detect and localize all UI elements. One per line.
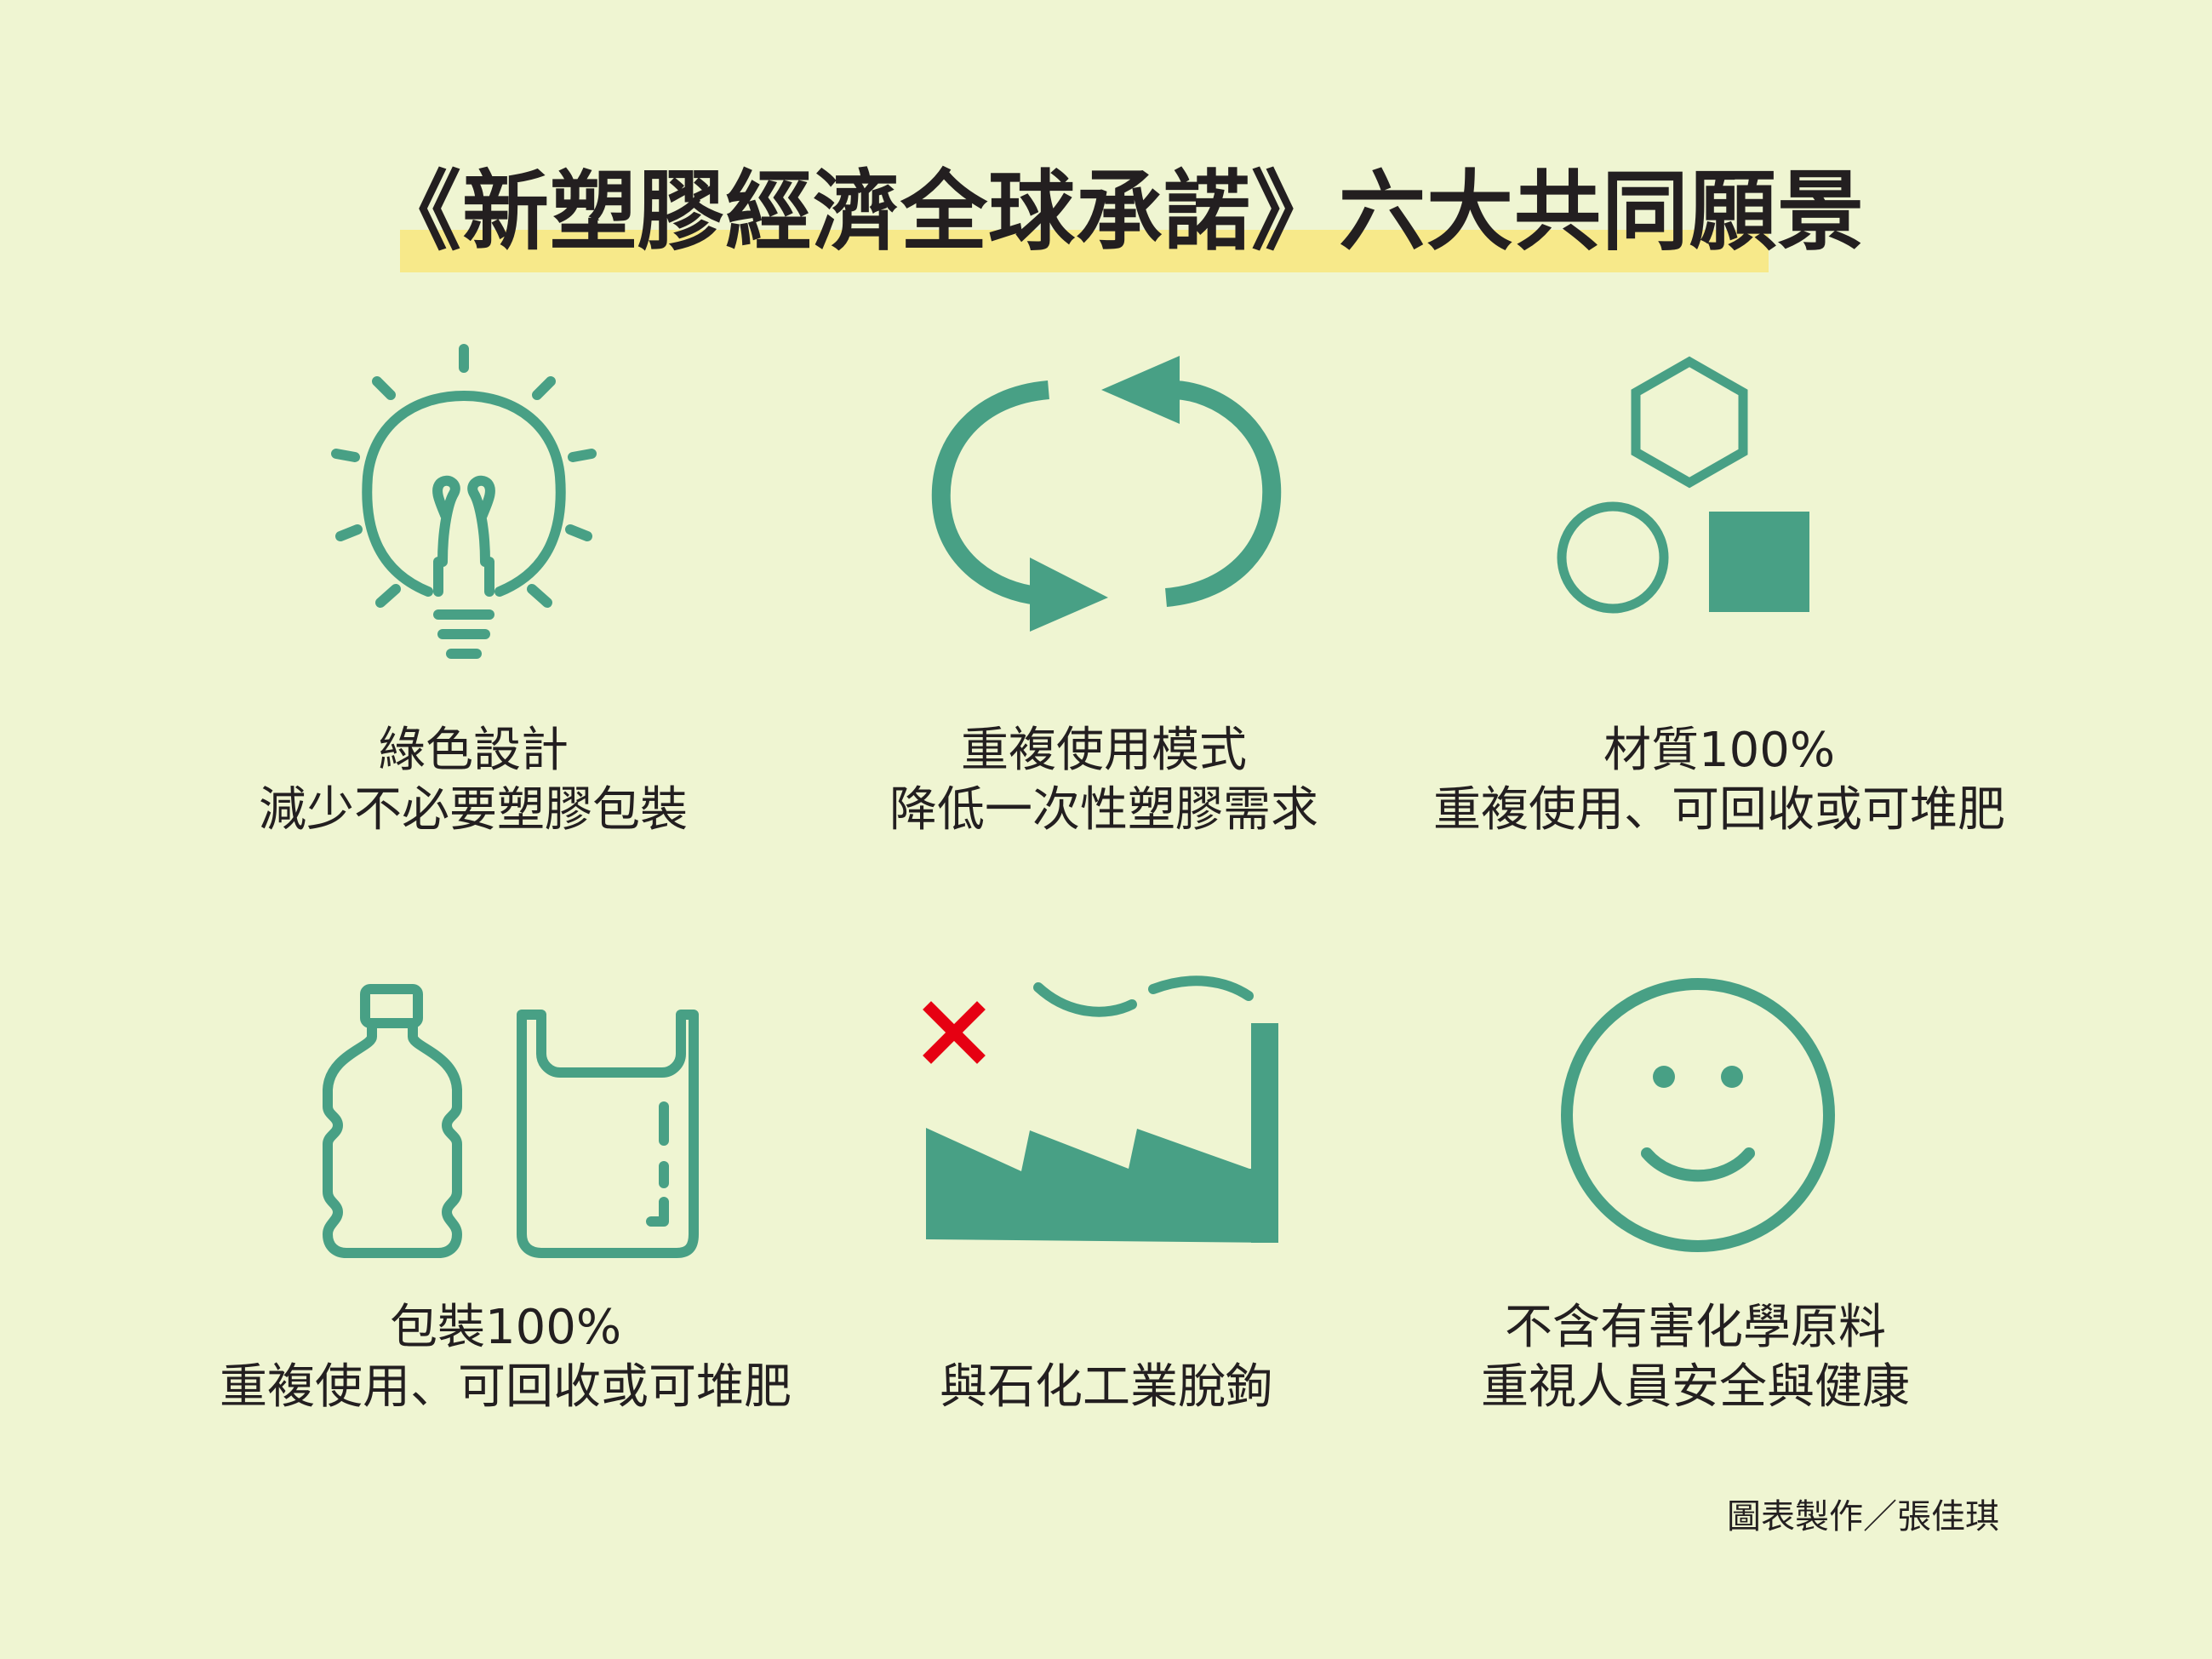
caption-reuse-model: 重複使用模式 降低一次性塑膠需求 — [889, 723, 1318, 838]
shapes-icon — [1545, 345, 1826, 626]
title-block: 《新塑膠經濟全球承諾》六大共同願景 — [0, 149, 2212, 277]
caption-packaging-100: 包裝100% 重複使用、可回收或可堆肥 — [220, 1300, 792, 1415]
recycle-arrows-icon — [919, 349, 1294, 638]
caption-green-design: 綠色設計 減少不必要塑膠包裝 — [259, 723, 688, 838]
smiley-face-icon — [1553, 970, 1843, 1260]
title-highlight — [400, 230, 1769, 272]
caption-no-harmful-chemicals: 不含有害化學原料 重視人員安全與健康 — [1481, 1300, 1910, 1415]
caption-decouple-petrochem: 與石化工業脫鉤 — [940, 1359, 1273, 1415]
lightbulb-icon — [319, 332, 626, 672]
caption-material-100: 材質100% 重複使用、可回收或可堆肥 — [1433, 723, 2005, 838]
credit-text: 圖表製作／張佳琪 — [1727, 1497, 1999, 1536]
page-title: 《新塑膠經濟全球承諾》六大共同願景 — [374, 162, 1865, 263]
bottle-and-bag-icon — [319, 979, 711, 1260]
factory-crossed-icon — [919, 962, 1294, 1260]
